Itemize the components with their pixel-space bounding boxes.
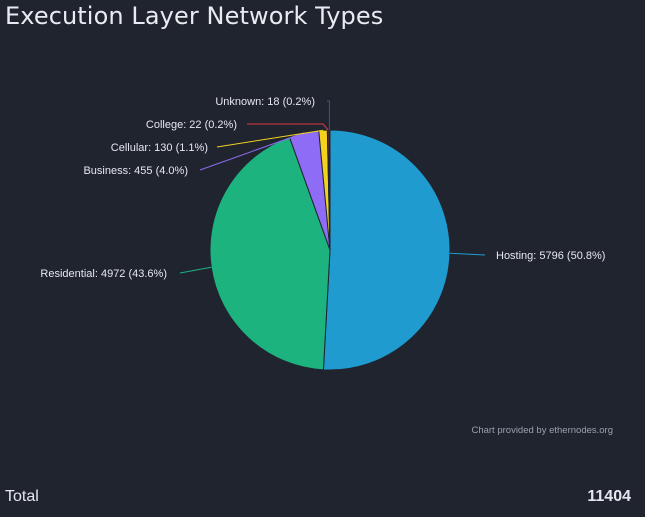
leader-line-residential	[179, 266, 212, 274]
chart-credit: Chart provided by ethernodes.org	[471, 425, 613, 436]
leader-line-college	[247, 123, 329, 131]
pie-slice-residential[interactable]	[209, 136, 331, 371]
slice-label-residential: Residential: 4972 (43.6%)	[40, 268, 167, 280]
pie-slice-hosting[interactable]	[322, 129, 451, 371]
slice-label-business: Business: 455 (4.0%)	[83, 165, 188, 177]
leader-line-unknown	[327, 100, 330, 130]
leader-line-cellular	[216, 129, 324, 148]
slice-label-hosting: Hosting: 5796 (50.8%)	[496, 250, 605, 262]
chart-title: Execution Layer Network Types	[5, 2, 384, 30]
pie-slice-unknown[interactable]	[328, 129, 331, 251]
slice-label-cellular: Cellular: 130 (1.1%)	[111, 142, 208, 154]
leader-line-business	[199, 132, 305, 171]
total-value: 11404	[587, 488, 631, 505]
total-label: Total	[5, 488, 39, 505]
slice-label-unknown: Unknown: 18 (0.2%)	[215, 96, 315, 108]
slice-label-college: College: 22 (0.2%)	[146, 119, 237, 131]
leader-line-hosting	[449, 252, 486, 256]
